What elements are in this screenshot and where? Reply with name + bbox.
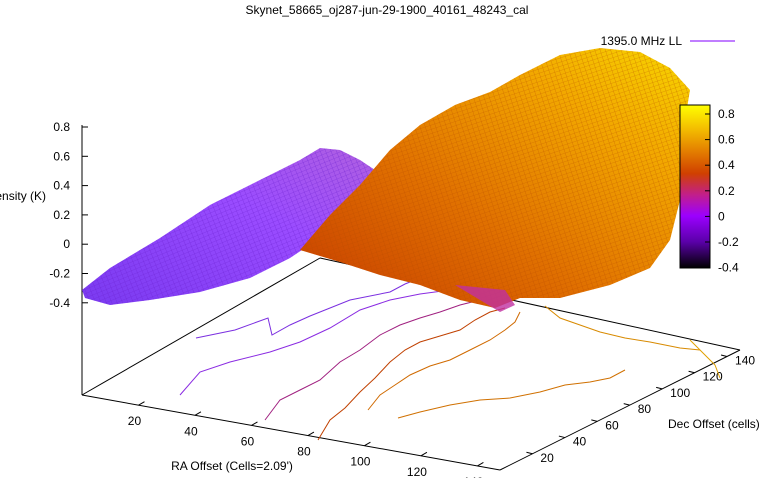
x-tick-label: 100	[350, 455, 370, 469]
colorbar: 0.8 0.6 0.4 0.2 0 -0.2 -0.4	[679, 104, 739, 275]
colorbar-tick-label: 0.6	[718, 133, 735, 147]
x-tick-label: 120	[407, 465, 427, 478]
y-tick-mark	[720, 354, 728, 357]
y-tick-label: 60	[605, 418, 619, 432]
x-tick-mark	[364, 441, 371, 447]
z-tick-label: 0.6	[53, 149, 70, 163]
x-tick-label: 20	[128, 414, 142, 428]
y-tick-label: 20	[540, 451, 554, 465]
x-tick-mark	[194, 411, 202, 416]
contour-7	[544, 305, 701, 351]
x-axis-label: RA Offset (Cells=2.09')	[171, 459, 293, 473]
colorbar-tick-label: -0.2	[718, 235, 739, 249]
x-tick-label: 40	[184, 424, 198, 438]
z-axis-label: Intensity (K)	[0, 189, 46, 203]
x-tick-mark	[251, 421, 258, 426]
chart-title: Skynet_58665_oj287-jun-29-1900_40161_482…	[246, 3, 529, 17]
y-tick-label: 100	[670, 386, 690, 400]
colorbar-rect	[679, 104, 711, 269]
contour-3	[264, 299, 481, 421]
z-tick-label: 0	[63, 237, 70, 251]
contour-5	[367, 311, 521, 411]
y-tick-mark	[688, 370, 695, 374]
colorbar-tick-label: 0.2	[718, 184, 735, 198]
x-tick-mark	[307, 431, 315, 436]
legend: 1395.0 MHz LL	[601, 34, 735, 48]
z-tick-label: 0.4	[53, 179, 70, 193]
colorbar-tick-label: 0	[718, 209, 725, 223]
x-tick-label: 60	[241, 434, 255, 448]
y-axis-label: Dec Offset (cells)	[668, 417, 760, 431]
y-tick-label: 40	[573, 435, 587, 449]
contour-6	[397, 369, 626, 419]
legend-label: 1395.0 MHz LL	[601, 34, 683, 48]
y-tick-mark	[526, 451, 533, 455]
y-tick-mark	[558, 435, 565, 439]
colorbar-ticks: 0.8 0.6 0.4 0.2 0 -0.2 -0.4	[705, 107, 739, 275]
x-tick-mark	[477, 462, 484, 467]
colorbar-tick-label: 0.4	[718, 158, 735, 172]
y-tick-mark	[656, 386, 663, 390]
z-tick-label: -0.4	[49, 296, 70, 310]
surface-low	[82, 148, 375, 305]
y-tick-mark	[623, 403, 630, 406]
z-axis: 0.8 0.6 0.4 0.2 0 -0.2 -0.4	[49, 120, 88, 310]
z-tick-label: 0.8	[53, 120, 70, 134]
z-tick-label: -0.2	[49, 267, 70, 281]
x-tick-label: 80	[297, 445, 311, 459]
x-axis: 20 40 60 80 100 120 140	[128, 401, 484, 478]
z-tick-label: 0.2	[53, 208, 70, 222]
x-tick-label: 140	[463, 475, 483, 478]
y-tick-label: 80	[638, 402, 652, 416]
surface-high	[300, 48, 690, 312]
contour-2	[179, 286, 471, 396]
y-tick-mark	[591, 419, 598, 422]
colorbar-tick-label: -0.4	[718, 261, 739, 275]
colorbar-tick-label: 0.8	[718, 107, 735, 121]
y-tick-label: 140	[735, 353, 755, 367]
x-tick-mark	[420, 451, 428, 457]
contour-lines	[179, 277, 721, 441]
contour-4	[317, 307, 506, 441]
contour-1	[195, 277, 421, 339]
x-tick-mark	[138, 401, 145, 406]
contour-8	[689, 339, 721, 379]
